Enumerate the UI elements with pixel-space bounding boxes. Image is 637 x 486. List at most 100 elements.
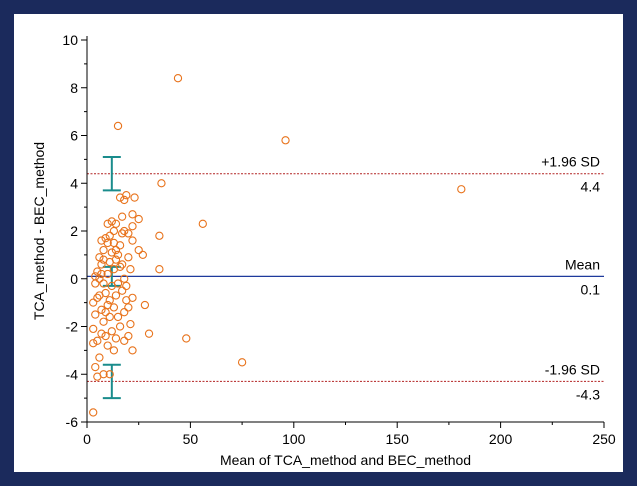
data-point — [138, 250, 147, 260]
data-point — [91, 362, 100, 372]
data-point — [130, 193, 139, 202]
bland-altman-plot: +1.96 SD 4.4 Mean 0.1 -1.96 SD -4.3 -6 -4 -2 0 2 4… — [31, 32, 616, 468]
x-axis-title: Mean of TCA_method and BEC_method — [220, 452, 471, 468]
data-point — [128, 222, 137, 231]
data-point — [128, 236, 137, 245]
data-point — [120, 308, 129, 317]
data-point — [107, 327, 116, 336]
data-point — [122, 281, 131, 291]
data-point — [124, 303, 133, 312]
x-tick-label: 250 — [592, 431, 616, 447]
data-point — [281, 136, 290, 145]
data-point — [89, 324, 98, 334]
data-point — [105, 312, 114, 322]
data-point — [89, 339, 98, 348]
data-point — [103, 341, 112, 350]
data-point — [457, 185, 466, 194]
data-point — [113, 279, 123, 288]
data-point — [91, 272, 100, 281]
reference-lines: +1.96 SD 4.4 Mean 0.1 -1.96 SD -4.3 — [87, 154, 604, 402]
data-point — [93, 293, 102, 302]
data-point — [118, 212, 127, 221]
data-point — [109, 346, 119, 355]
y-tick-label: 6 — [70, 128, 78, 144]
x-tick-label: 150 — [386, 431, 410, 447]
data-point — [91, 310, 100, 319]
data-point — [155, 265, 164, 274]
data-point — [89, 298, 98, 307]
data-point — [109, 303, 119, 312]
data-point — [95, 274, 104, 283]
reference-line-name: +1.96 SD — [541, 154, 600, 170]
confidence-interval-bars — [102, 155, 121, 400]
data-point — [118, 286, 127, 295]
data-point — [111, 334, 121, 343]
data-point — [109, 226, 119, 236]
reference-line-name: -1.96 SD — [545, 361, 600, 377]
data-point — [95, 291, 104, 300]
data-point — [99, 279, 108, 288]
x-tick-label: 50 — [183, 431, 199, 447]
reference-line-value: 0.1 — [581, 281, 601, 297]
data-point — [111, 291, 121, 300]
data-point — [109, 265, 119, 274]
data-point — [134, 245, 143, 255]
confidence-interval-bar — [102, 155, 121, 192]
data-point — [109, 238, 119, 248]
data-point — [128, 346, 137, 355]
data-point — [173, 74, 183, 83]
data-point — [99, 255, 108, 264]
data-point — [144, 329, 154, 338]
data-point — [103, 219, 112, 228]
reference-line-value: 4.4 — [581, 179, 601, 195]
data-point — [99, 317, 108, 326]
data-point — [126, 265, 135, 274]
y-tick-label: -6 — [66, 414, 79, 430]
chart-panel: +1.96 SD 4.4 Mean 0.1 -1.96 SD -4.3 -6 -4 -2 0 2 4… — [14, 14, 623, 472]
y-tick-label: 4 — [70, 175, 78, 191]
data-point — [134, 214, 143, 224]
y-tick-label: -2 — [66, 319, 79, 335]
data-point — [89, 408, 98, 417]
y-tick-label: 0 — [70, 271, 78, 287]
data-point — [101, 331, 110, 341]
data-point — [93, 336, 102, 345]
y-tick-label: 10 — [62, 32, 78, 48]
x-tick-label: 200 — [489, 431, 513, 447]
y-tick-label: 8 — [70, 80, 78, 96]
data-point — [140, 300, 150, 310]
reference-line-value: -4.3 — [576, 386, 600, 402]
data-point — [126, 319, 135, 329]
data-point — [198, 219, 207, 228]
data-point — [111, 219, 121, 228]
reference-line-name: Mean — [565, 256, 600, 272]
data-point — [122, 296, 131, 305]
y-tick-label: 2 — [70, 223, 78, 239]
data-point — [120, 195, 129, 205]
data-point — [91, 279, 100, 288]
data-point — [155, 231, 164, 240]
data-point — [118, 229, 127, 238]
y-axis-title: TCA_method - BEC_method — [31, 142, 47, 320]
data-point — [128, 210, 137, 219]
data-point — [113, 121, 123, 131]
data-point — [115, 193, 125, 202]
data-point — [97, 236, 106, 245]
data-point — [95, 253, 104, 262]
data-point — [107, 217, 116, 226]
data-point — [115, 322, 125, 331]
data-point — [120, 226, 129, 236]
data-point — [103, 269, 112, 279]
data-point — [182, 334, 191, 343]
data-point — [97, 329, 106, 338]
x-tick-label: 100 — [282, 431, 306, 447]
data-point — [118, 260, 127, 269]
data-point — [120, 336, 129, 345]
data-point — [124, 229, 133, 238]
data-point — [99, 370, 108, 379]
data-point — [99, 245, 108, 255]
data-point — [157, 179, 166, 188]
data-points — [89, 74, 466, 417]
data-point — [101, 234, 110, 243]
